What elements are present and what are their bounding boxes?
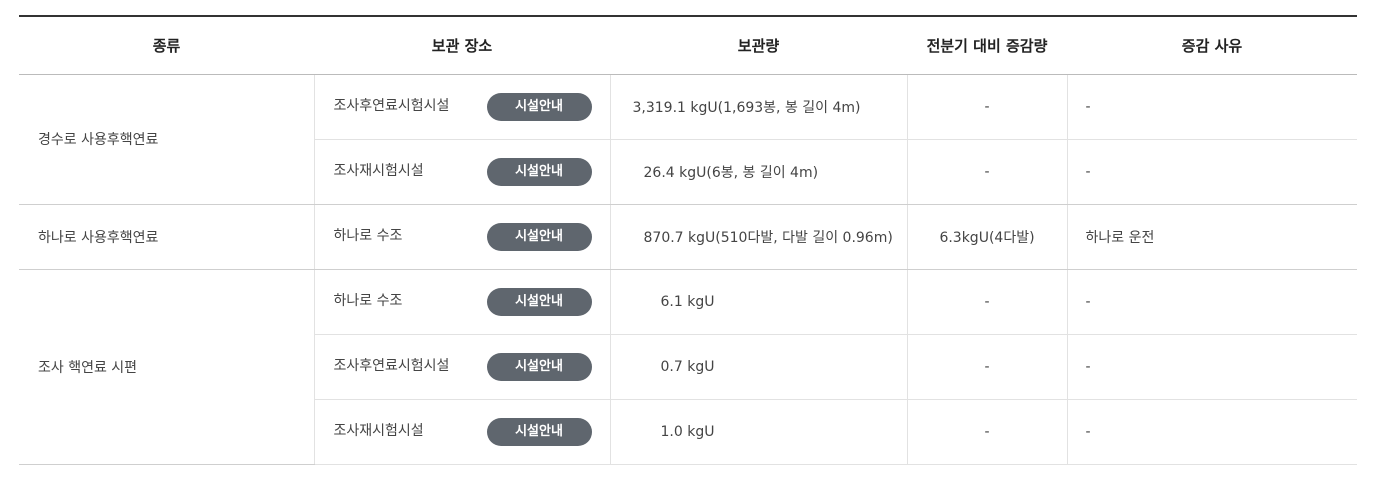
facility-info-button[interactable]: 시설안내 (486, 352, 592, 381)
change-cell: - (906, 399, 1067, 465)
header-reason: 증감 사유 (1067, 16, 1357, 75)
amount-cell: 6.1 kgU (609, 269, 907, 335)
header-type: 종류 (19, 16, 314, 75)
amount-cell: 0.7 kgU (609, 334, 907, 400)
location-label: 조사재시험시설 (333, 162, 424, 179)
table-row: 조사재시험시설 시설안내 26.4 kgU(6봉, 봉 길이 4m) - - (19, 139, 1357, 205)
type-cell: 조사 핵연료 시편 (19, 269, 314, 465)
location-cell: 하나로 수조 시설안내 (313, 269, 610, 335)
header-location: 보관 장소 (314, 16, 610, 75)
amount-cell: 1.0 kgU (609, 399, 907, 465)
storage-table: 종류 보관 장소 보관량 전분기 대비 증감량 증감 사유 경수로 사용후핵연료… (19, 15, 1357, 465)
reason-cell: - (1066, 269, 1357, 335)
header-amount: 보관량 (610, 16, 907, 75)
reason-cell: - (1066, 399, 1357, 465)
location-label: 조사재시험시설 (333, 422, 424, 439)
change-cell: 6.3kgU(4다발) (906, 204, 1067, 270)
table-row: 하나로 사용후핵연료 하나로 수조 시설안내 870.7 kgU(510다발, … (19, 204, 1357, 270)
location-cell: 조사후연료시험시설 시설안내 (313, 74, 610, 140)
facility-info-button[interactable]: 시설안내 (486, 157, 592, 186)
location-cell: 조사재시험시설 시설안내 (313, 399, 610, 465)
header-change: 전분기 대비 증감량 (907, 16, 1067, 75)
change-cell: - (906, 74, 1067, 140)
reason-cell: - (1066, 334, 1357, 400)
change-cell: - (906, 139, 1067, 205)
type-cell: 경수로 사용후핵연료 (19, 74, 314, 205)
location-label: 조사후연료시험시설 (333, 357, 450, 374)
table-row: 조사재시험시설 시설안내 1.0 kgU - - (19, 399, 1357, 465)
reason-cell: - (1066, 139, 1357, 205)
reason-cell: 하나로 운전 (1066, 204, 1357, 270)
facility-info-button[interactable]: 시설안내 (486, 287, 592, 316)
facility-info-button[interactable]: 시설안내 (486, 92, 592, 121)
facility-info-button[interactable]: 시설안내 (486, 222, 592, 251)
table-row: 조사후연료시험시설 시설안내 0.7 kgU - - (19, 334, 1357, 400)
location-label: 조사후연료시험시설 (333, 97, 450, 114)
change-cell: - (906, 334, 1067, 400)
location-label: 하나로 수조 (333, 227, 403, 244)
facility-info-button[interactable]: 시설안내 (486, 417, 592, 446)
amount-cell: 3,319.1 kgU(1,693봉, 봉 길이 4m) (609, 74, 907, 140)
location-cell: 하나로 수조 시설안내 (313, 204, 610, 270)
table-row: 조사 핵연료 시편 하나로 수조 시설안내 6.1 kgU - - (19, 269, 1357, 465)
location-label: 하나로 수조 (333, 292, 403, 309)
location-cell: 조사후연료시험시설 시설안내 (313, 334, 610, 400)
amount-cell: 870.7 kgU(510다발, 다발 길이 0.96m) (609, 204, 907, 270)
type-cell: 하나로 사용후핵연료 (19, 204, 314, 270)
table-header-row: 종류 보관 장소 보관량 전분기 대비 증감량 증감 사유 (19, 16, 1357, 75)
amount-cell: 26.4 kgU(6봉, 봉 길이 4m) (609, 139, 907, 205)
location-cell: 조사재시험시설 시설안내 (313, 139, 610, 205)
change-cell: - (906, 269, 1067, 335)
storage-table-container: 종류 보관 장소 보관량 전분기 대비 증감량 증감 사유 경수로 사용후핵연료… (19, 15, 1357, 465)
reason-cell: - (1066, 74, 1357, 140)
table-row: 경수로 사용후핵연료 조사후연료시험시설 시설안내 3,319.1 kgU(1,… (19, 74, 1357, 205)
